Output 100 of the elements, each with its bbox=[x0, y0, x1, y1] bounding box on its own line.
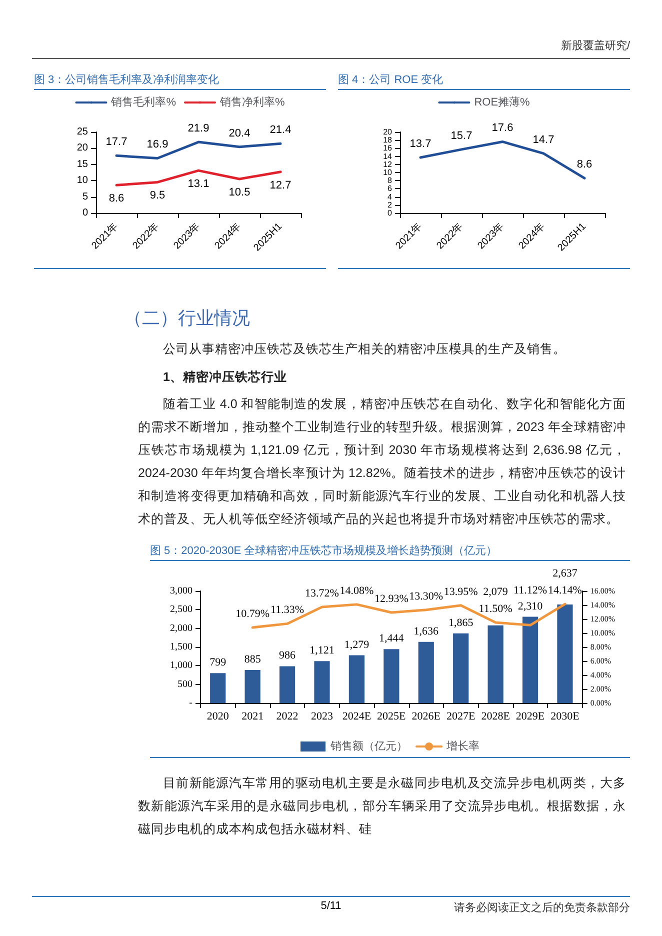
y-tick-label: 500 bbox=[178, 678, 192, 690]
bar bbox=[279, 666, 296, 703]
text: （二）行业情况 bbox=[124, 307, 250, 330]
data-label: 16.9 bbox=[146, 138, 168, 151]
data-label: 9.5 bbox=[150, 190, 166, 202]
data-label: 10.5 bbox=[228, 186, 250, 198]
bar bbox=[210, 673, 226, 703]
data-label: 885 bbox=[244, 653, 262, 666]
data-label: 2,079 bbox=[483, 586, 508, 598]
x-tick-label: 2022 bbox=[276, 710, 298, 722]
x-tick-label: 2027E bbox=[446, 710, 476, 722]
text: 请务必阅读正文之后的免责条款部分 bbox=[454, 900, 630, 915]
x-tick-label: 2023 bbox=[310, 710, 334, 722]
x-tick-label: 2024E bbox=[342, 710, 372, 722]
data-label: 13.30% bbox=[409, 590, 444, 602]
data-label: 8.6 bbox=[108, 192, 124, 205]
y2-tick-label: 0.00% bbox=[590, 698, 612, 708]
y2-tick-label: 2.00% bbox=[590, 684, 612, 694]
text: 目前新能源汽车常用的驱动电机主要是永磁同步电机及交流异步电机两类，大多数新能源汽车采用的是永磁同步电机，部分车辆采用了交流异步电机。根据数据，永磁同步电机的成本构成包括永磁材料、硅 bbox=[138, 775, 626, 838]
y-tick-label: 14 bbox=[383, 152, 393, 161]
y-tick-label: 1,500 bbox=[170, 642, 192, 652]
data-label: 14.08% bbox=[340, 584, 374, 597]
y-tick-label: 18 bbox=[383, 136, 393, 145]
legend-label: ROE摊薄% bbox=[474, 96, 530, 108]
text: 随着工业 4.0 和智能制造的发展，精密冲压铁芯在自动化、数字化和智能化方面的需求不断增加，推动整个工业制造行业的转型升级。根据测算，2023 年全球精密冲压铁芯市场规模为 1,121.09 亿元，预计到 2030 年市场规模将达到 2,636.98 亿元，2024-2030 年年均复合增长率预计为 12.82%。随着技术的进步，精密冲压铁芯的设计和制造将变得更加精确和高效，同时新能源汽车行业的发展、工业自动化和机器人技术的普及、无人机等低空经济领域产品的兴起也将提升市场对精密冲压铁芯的需求。 bbox=[138, 396, 626, 528]
data-label: 13.72% bbox=[305, 587, 339, 600]
y-tick-label: 25 bbox=[76, 126, 88, 138]
data-label: 1,636 bbox=[414, 625, 440, 638]
y-tick-label: 1,000 bbox=[170, 660, 192, 672]
bar bbox=[418, 642, 434, 703]
y-tick-label: 3,000 bbox=[170, 586, 192, 596]
y-tick-label: 10 bbox=[383, 168, 393, 177]
data-label: 1,279 bbox=[344, 638, 370, 651]
y2-tick-label: 16.00% bbox=[590, 586, 616, 596]
legend-label: 销售毛利率% bbox=[110, 96, 176, 108]
legend-label: 增长率 bbox=[446, 740, 480, 752]
data-label: 14.7 bbox=[532, 134, 554, 146]
y2-tick-label: 10.00% bbox=[590, 628, 616, 638]
bar bbox=[314, 661, 330, 703]
x-tick-label: 2021 bbox=[242, 710, 264, 722]
data-label: 1,121 bbox=[310, 644, 334, 657]
data-label: 1,444 bbox=[379, 632, 404, 645]
legend-label: 销售额（亿元） bbox=[330, 740, 408, 752]
text: 公司从事精密冲压铁芯及铁芯生产相关的精密冲压模具的生产及销售。 bbox=[162, 341, 567, 358]
data-label: 21.9 bbox=[188, 122, 210, 135]
bar bbox=[244, 670, 260, 703]
bar bbox=[557, 604, 573, 703]
data-label: 799 bbox=[210, 656, 227, 669]
data-label: 13.1 bbox=[188, 178, 210, 190]
x-tick-label: 2029E bbox=[516, 710, 545, 722]
y-tick-label: - bbox=[189, 698, 192, 708]
chart-title: 图 4：公司 ROE 变化 bbox=[338, 70, 630, 90]
y2-tick-label: 14.00% bbox=[590, 600, 616, 610]
y-tick-label: 4 bbox=[388, 192, 393, 202]
text: 5/11 bbox=[320, 900, 342, 912]
bar bbox=[348, 655, 365, 703]
y-tick-label: 15 bbox=[76, 158, 88, 170]
data-label: 12.93% bbox=[374, 592, 408, 605]
y-tick-label: 16 bbox=[383, 144, 393, 153]
y-tick-label: 2,000 bbox=[170, 622, 192, 634]
y-tick-label: 6 bbox=[388, 184, 393, 194]
bar bbox=[488, 625, 504, 703]
y-tick-label: 8 bbox=[388, 176, 393, 186]
y-tick-label: 2 bbox=[388, 200, 393, 210]
data-label: 11.50% bbox=[478, 603, 512, 615]
y-tick-label: 12 bbox=[383, 160, 393, 169]
bar bbox=[453, 633, 469, 703]
data-label: 17.7 bbox=[106, 136, 128, 148]
y-tick-label: 20 bbox=[76, 142, 88, 154]
data-label: 11.33% bbox=[270, 604, 304, 616]
chart-title: 图 3：公司销售毛利率及净利润率变化 bbox=[34, 70, 326, 90]
bar bbox=[522, 616, 538, 703]
data-label: 10.79% bbox=[236, 608, 270, 620]
data-label: 13.95% bbox=[444, 586, 478, 598]
chart-title: 图 5：2020-2030E 全球精密冲压铁芯市场规模及增长趋势预测（亿元） bbox=[150, 541, 630, 561]
y-tick-label: 5 bbox=[82, 191, 88, 202]
y-tick-label: 20 bbox=[383, 128, 393, 136]
data-label: 8.6 bbox=[576, 158, 592, 171]
data-label: 14.14% bbox=[548, 584, 582, 597]
y-tick-label: 2,500 bbox=[170, 604, 192, 616]
data-label: 17.6 bbox=[492, 122, 514, 134]
text: 新股覆盖研究/ bbox=[560, 38, 630, 53]
bar bbox=[384, 649, 400, 703]
x-tick-label: 2020 bbox=[206, 710, 230, 722]
x-tick-label: 2028E bbox=[481, 710, 510, 722]
data-label: 13.7 bbox=[410, 138, 432, 150]
data-label: 21.4 bbox=[270, 124, 292, 136]
x-tick-label: 2030E bbox=[550, 710, 580, 722]
legend-label: 销售净利率% bbox=[219, 96, 285, 108]
y-tick-label: 10 bbox=[76, 175, 88, 186]
data-label: 15.7 bbox=[450, 130, 472, 142]
text: 1、精密冲压铁芯行业 bbox=[162, 369, 288, 386]
y2-tick-label: 8.00% bbox=[590, 642, 612, 652]
data-label: 12.7 bbox=[270, 179, 292, 192]
data-label: 2,310 bbox=[518, 600, 544, 612]
x-tick-label: 2025E bbox=[377, 710, 406, 722]
data-label: 1,865 bbox=[448, 616, 474, 629]
y2-tick-label: 12.00% bbox=[590, 614, 616, 624]
y2-tick-label: 6.00% bbox=[590, 656, 612, 666]
x-tick-label: 2026E bbox=[412, 710, 441, 722]
